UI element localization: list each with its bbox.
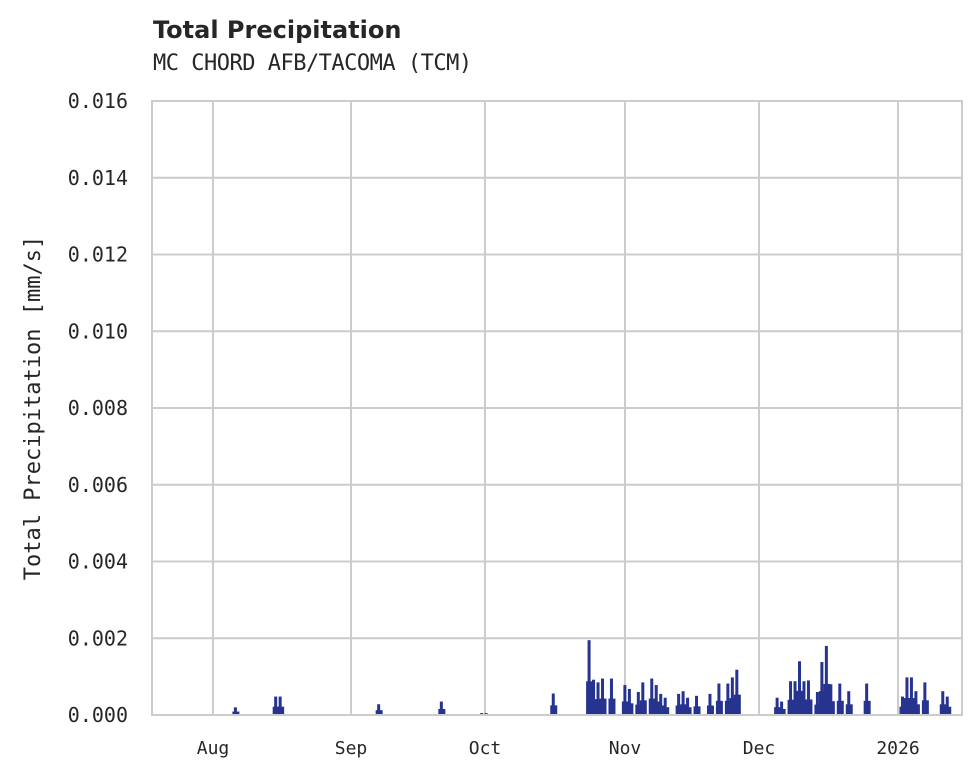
y-tick-label: 0.016 bbox=[68, 89, 128, 113]
y-tick-label: 0.008 bbox=[68, 396, 128, 420]
grid-lines bbox=[152, 100, 962, 716]
x-tick-label: Sep bbox=[335, 738, 368, 759]
chart-subtitle: MC CHORD AFB/TACOMA (TCM) bbox=[153, 51, 472, 76]
x-tick-label: 2026 bbox=[876, 738, 919, 759]
y-tick-label: 0.014 bbox=[68, 166, 128, 190]
y-tick-label: 0.004 bbox=[68, 550, 128, 574]
plot-frame bbox=[151, 100, 963, 716]
x-tick-label: Oct bbox=[469, 738, 502, 759]
chart-title: Total Precipitation bbox=[153, 16, 402, 44]
y-tick-label: 0.010 bbox=[68, 319, 128, 343]
x-tick-label: Aug bbox=[197, 738, 230, 759]
y-tick-label: 0.012 bbox=[68, 243, 128, 267]
y-axis-label: Total Precipitation [mm/s] bbox=[21, 236, 46, 580]
x-axis-ticks: Aug Sep Oct Nov Dec 2026 bbox=[197, 738, 920, 759]
y-tick-label: 0.000 bbox=[68, 703, 128, 727]
y-tick-label: 0.006 bbox=[68, 473, 128, 497]
precipitation-series bbox=[232, 640, 952, 715]
x-tick-label: Nov bbox=[609, 738, 642, 759]
y-axis-ticks: 0.000 0.002 0.004 0.006 0.008 0.010 0.012 0.014… bbox=[68, 89, 128, 727]
y-tick-label: 0.002 bbox=[68, 626, 128, 650]
x-tick-label: Dec bbox=[743, 738, 776, 759]
